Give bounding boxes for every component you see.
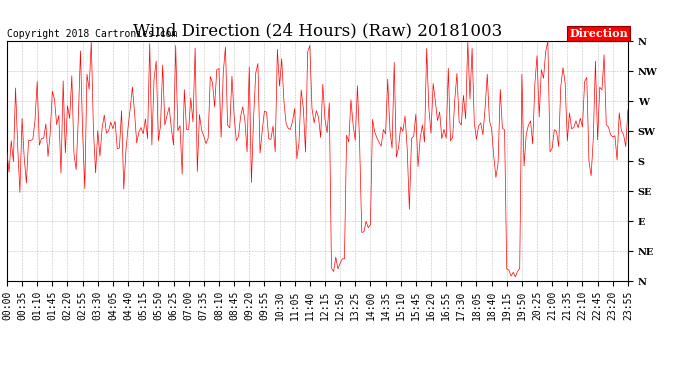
Text: Direction: Direction [569, 28, 628, 39]
Title: Wind Direction (24 Hours) (Raw) 20181003: Wind Direction (24 Hours) (Raw) 20181003 [132, 23, 502, 40]
Text: Copyright 2018 Cartronics.com: Copyright 2018 Cartronics.com [7, 29, 177, 39]
